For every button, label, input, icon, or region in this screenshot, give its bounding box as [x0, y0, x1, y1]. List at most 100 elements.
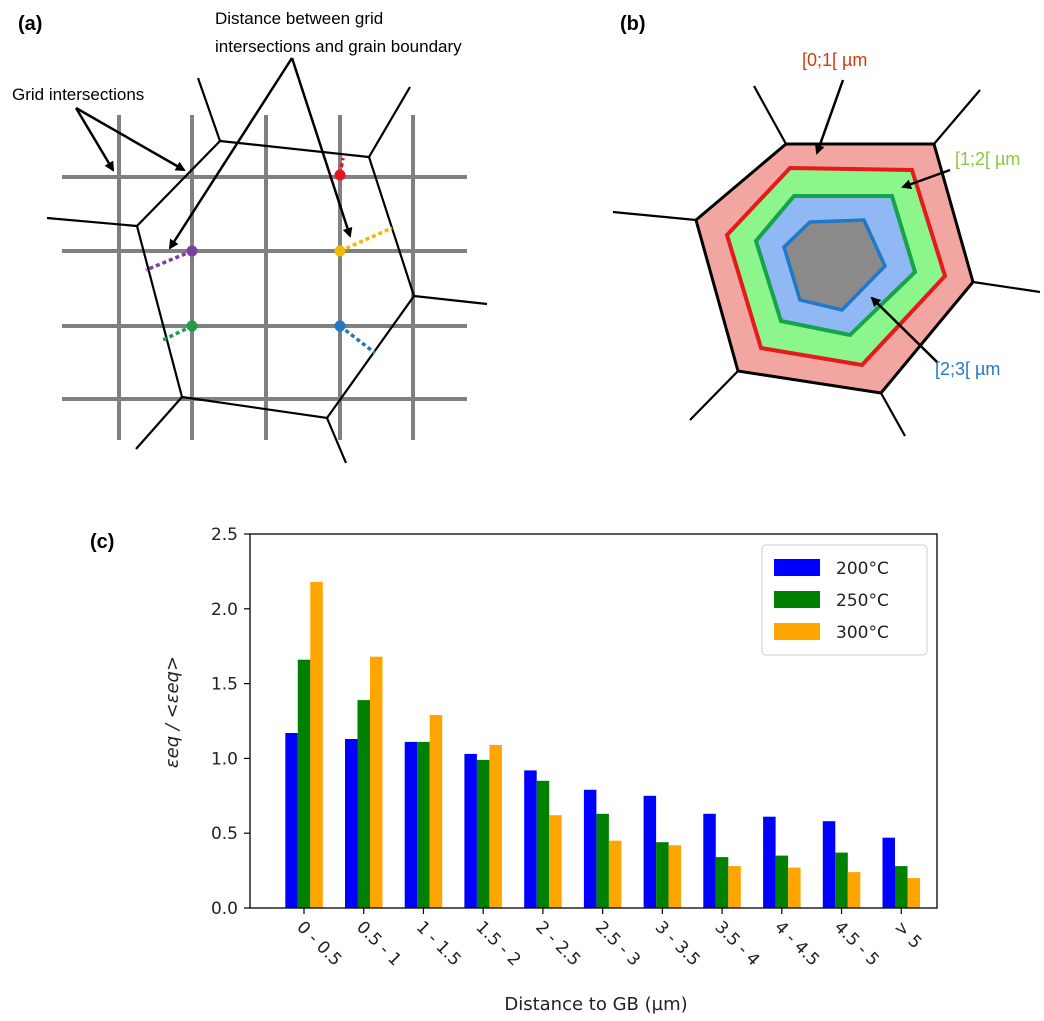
bar-300C-9 — [847, 872, 861, 908]
distance-lines — [145, 157, 393, 355]
x-axis-label: Distance to GB (µm) — [504, 994, 687, 1015]
bar-200C-1 — [345, 739, 358, 908]
x-tick-label: 3.5 - 4 — [711, 917, 764, 970]
bar-200C-0 — [285, 733, 298, 908]
bar-250C-2 — [417, 741, 430, 908]
y-tick-label: 1.0 — [211, 749, 238, 769]
grain-polygon — [135, 139, 416, 420]
x-tick-label: 0 - 0.5 — [292, 917, 345, 970]
bar-250C-8 — [775, 855, 789, 908]
grain-boundary-branch — [46, 216, 138, 228]
grain-boundary-branch — [135, 396, 183, 450]
bar-200C-7 — [703, 813, 716, 908]
plot-frame — [249, 533, 938, 909]
legend-label: 250°C — [836, 591, 889, 611]
y-tick-label: 2.5 — [211, 525, 238, 545]
grain-boundary-branch — [196, 77, 222, 142]
grid-intersections-annotation: Grid intersections — [12, 85, 144, 104]
y-axis-label: εeq / <εeq> — [162, 656, 183, 768]
panel-a-label: (a) — [18, 13, 42, 35]
bar-300C-6 — [668, 845, 682, 908]
grain-boundary-branch — [612, 210, 697, 222]
legend-swatch — [774, 591, 820, 608]
chart-axes — [249, 533, 938, 909]
x-tick-label: 1.5 - 2 — [472, 917, 525, 970]
grain-boundary-branch — [753, 85, 787, 145]
chart-bars — [285, 581, 920, 908]
x-tick-label: 1 - 1.5 — [412, 917, 465, 970]
bar-200C-5 — [583, 789, 597, 908]
bar-300C-3 — [489, 744, 502, 908]
bar-300C-5 — [608, 840, 622, 908]
grain-boundary-branches-b — [612, 85, 1041, 437]
annotation-arrows — [74, 57, 353, 250]
legend-swatch — [774, 559, 820, 576]
grain-boundary-branch — [972, 280, 1041, 294]
panel-a: (a) Distance between grid intersections … — [12, 9, 488, 464]
panel-c-label: (c) — [90, 531, 114, 553]
legend-label: 300°C — [836, 623, 889, 643]
ring-label-2-3: [2;3[ µm — [935, 359, 1000, 379]
bar-250C-4 — [536, 780, 550, 908]
arrow-to-distance-yellow — [290, 57, 353, 238]
bar-250C-3 — [476, 759, 490, 908]
arrow-to-distance-purple — [168, 57, 294, 250]
bar-200C-3 — [464, 753, 477, 908]
x-tick-label: 0.5 - 1 — [352, 917, 405, 970]
grain-boundaries — [46, 77, 488, 464]
x-tick-label: 4 - 4.5 — [770, 917, 823, 970]
chart-legend: 200°C 250°C 300°C — [761, 544, 928, 656]
bar-200C-2 — [404, 741, 418, 908]
distance-annotation-line1: Distance between grid — [215, 9, 383, 28]
ring-label-1-2: [1;2[ µm — [955, 149, 1020, 169]
bar-300C-0 — [310, 581, 323, 908]
x-tick-label: > 5 — [890, 917, 926, 953]
panel-b: (b) [0;1[ µm [1;2[ µm [2;3[ µm — [612, 13, 1041, 437]
x-tick-label: 2.5 - 3 — [591, 917, 644, 970]
grid-point-red — [334, 169, 346, 181]
distance-line-green — [162, 324, 193, 342]
grid-point-green — [186, 320, 198, 332]
distance-annotation-line2: intersections and grain boundary — [215, 37, 462, 56]
bar-200C-6 — [643, 795, 657, 908]
arrow-ring-1-2 — [901, 168, 951, 189]
bar-250C-10 — [895, 866, 908, 908]
x-tick-label: 3 - 3.5 — [651, 917, 704, 970]
grain-boundary-branch — [880, 392, 906, 437]
grain-boundary-branch — [413, 294, 488, 306]
bar-300C-4 — [549, 815, 562, 908]
bar-250C-1 — [357, 700, 370, 908]
bar-300C-8 — [788, 867, 801, 908]
grain-boundary-branch — [325, 417, 348, 464]
grid-point-yellow — [334, 245, 346, 257]
bar-250C-6 — [656, 842, 669, 908]
y-tick-label: 0.0 — [211, 899, 238, 919]
grain-boundary-branch — [933, 89, 981, 145]
bar-300C-1 — [370, 656, 383, 908]
y-tick-label: 1.5 — [211, 675, 238, 695]
grid — [62, 115, 467, 440]
bar-300C-2 — [429, 715, 443, 908]
ring-label-0-1: [0;1[ µm — [802, 50, 867, 70]
bar-250C-0 — [297, 659, 311, 908]
bar-200C-9 — [822, 821, 836, 908]
bar-200C-10 — [882, 837, 895, 908]
grain-boundary-branch — [368, 86, 411, 158]
bar-300C-7 — [728, 866, 741, 908]
ring-arrows — [814, 79, 951, 363]
bar-250C-7 — [715, 857, 729, 908]
arrow-ring-0-1 — [814, 79, 845, 155]
bar-250C-9 — [835, 852, 848, 908]
bar-300C-10 — [907, 878, 920, 908]
grid-points — [186, 169, 346, 332]
panel-b-label: (b) — [620, 13, 646, 35]
grid-point-purple — [186, 245, 198, 257]
x-tick-label: 4.5 - 5 — [830, 917, 883, 970]
x-tick-label: 2 - 2.5 — [531, 917, 584, 970]
arrow-to-grid-intersection-2 — [75, 106, 186, 172]
bar-200C-4 — [524, 770, 537, 908]
distance-line-yellow — [339, 226, 393, 253]
y-tick-label: 2.0 — [211, 600, 238, 620]
